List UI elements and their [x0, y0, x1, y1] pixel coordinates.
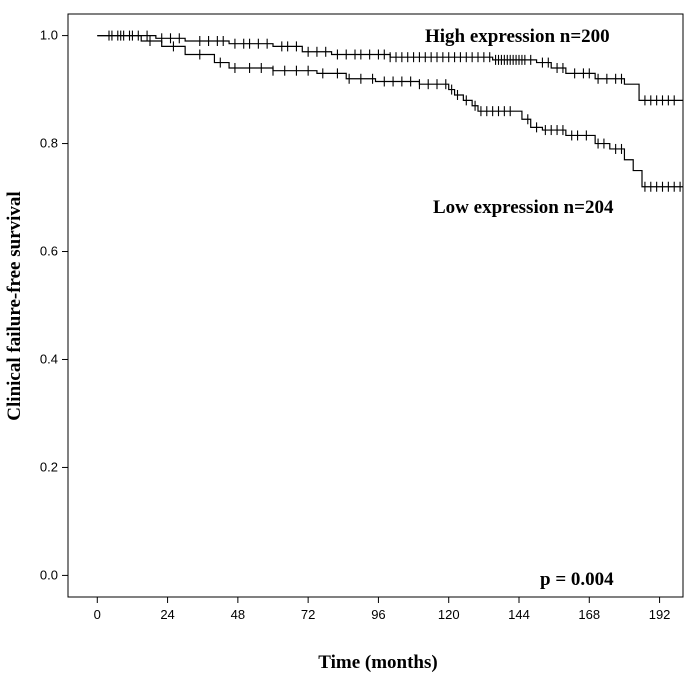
y-tick-label: 0.8: [40, 136, 58, 151]
y-tick-label: 0.6: [40, 244, 58, 259]
p-value-label: p = 0.004: [540, 569, 614, 590]
x-tick-label: 144: [508, 607, 530, 622]
y-axis: 0.0 0.2 0.4 0.6 0.8 1.0: [40, 28, 68, 582]
x-tick-label: 48: [231, 607, 245, 622]
x-tick-label: 96: [371, 607, 385, 622]
x-tick-label: 24: [160, 607, 174, 622]
y-axis-title: Clinical failure-free survival: [4, 191, 25, 420]
y-tick-label: 1.0: [40, 28, 58, 43]
y-tick-label: 0.2: [40, 459, 58, 474]
series-layer: [97, 34, 683, 188]
plot-frame: [67, 13, 684, 598]
x-axis: 0 24 48 72 96 120 144 168 192: [94, 597, 671, 622]
series-line-1: [97, 34, 683, 188]
x-tick-label: 192: [649, 607, 671, 622]
series-line-0: [97, 34, 683, 101]
x-tick-label: 72: [301, 607, 315, 622]
plot-area: [67, 13, 684, 598]
x-tick-label: 120: [438, 607, 460, 622]
censor-marks: [108, 30, 681, 192]
x-tick-label: 168: [578, 607, 600, 622]
series-label-high: High expression n=200: [425, 26, 610, 47]
y-tick-label: 0.4: [40, 351, 58, 366]
x-tick-label: 0: [94, 607, 101, 622]
x-axis-title: Time (months): [318, 652, 437, 673]
y-tick-label: 0.0: [40, 567, 58, 582]
series-label-low: Low expression n=204: [433, 197, 614, 218]
